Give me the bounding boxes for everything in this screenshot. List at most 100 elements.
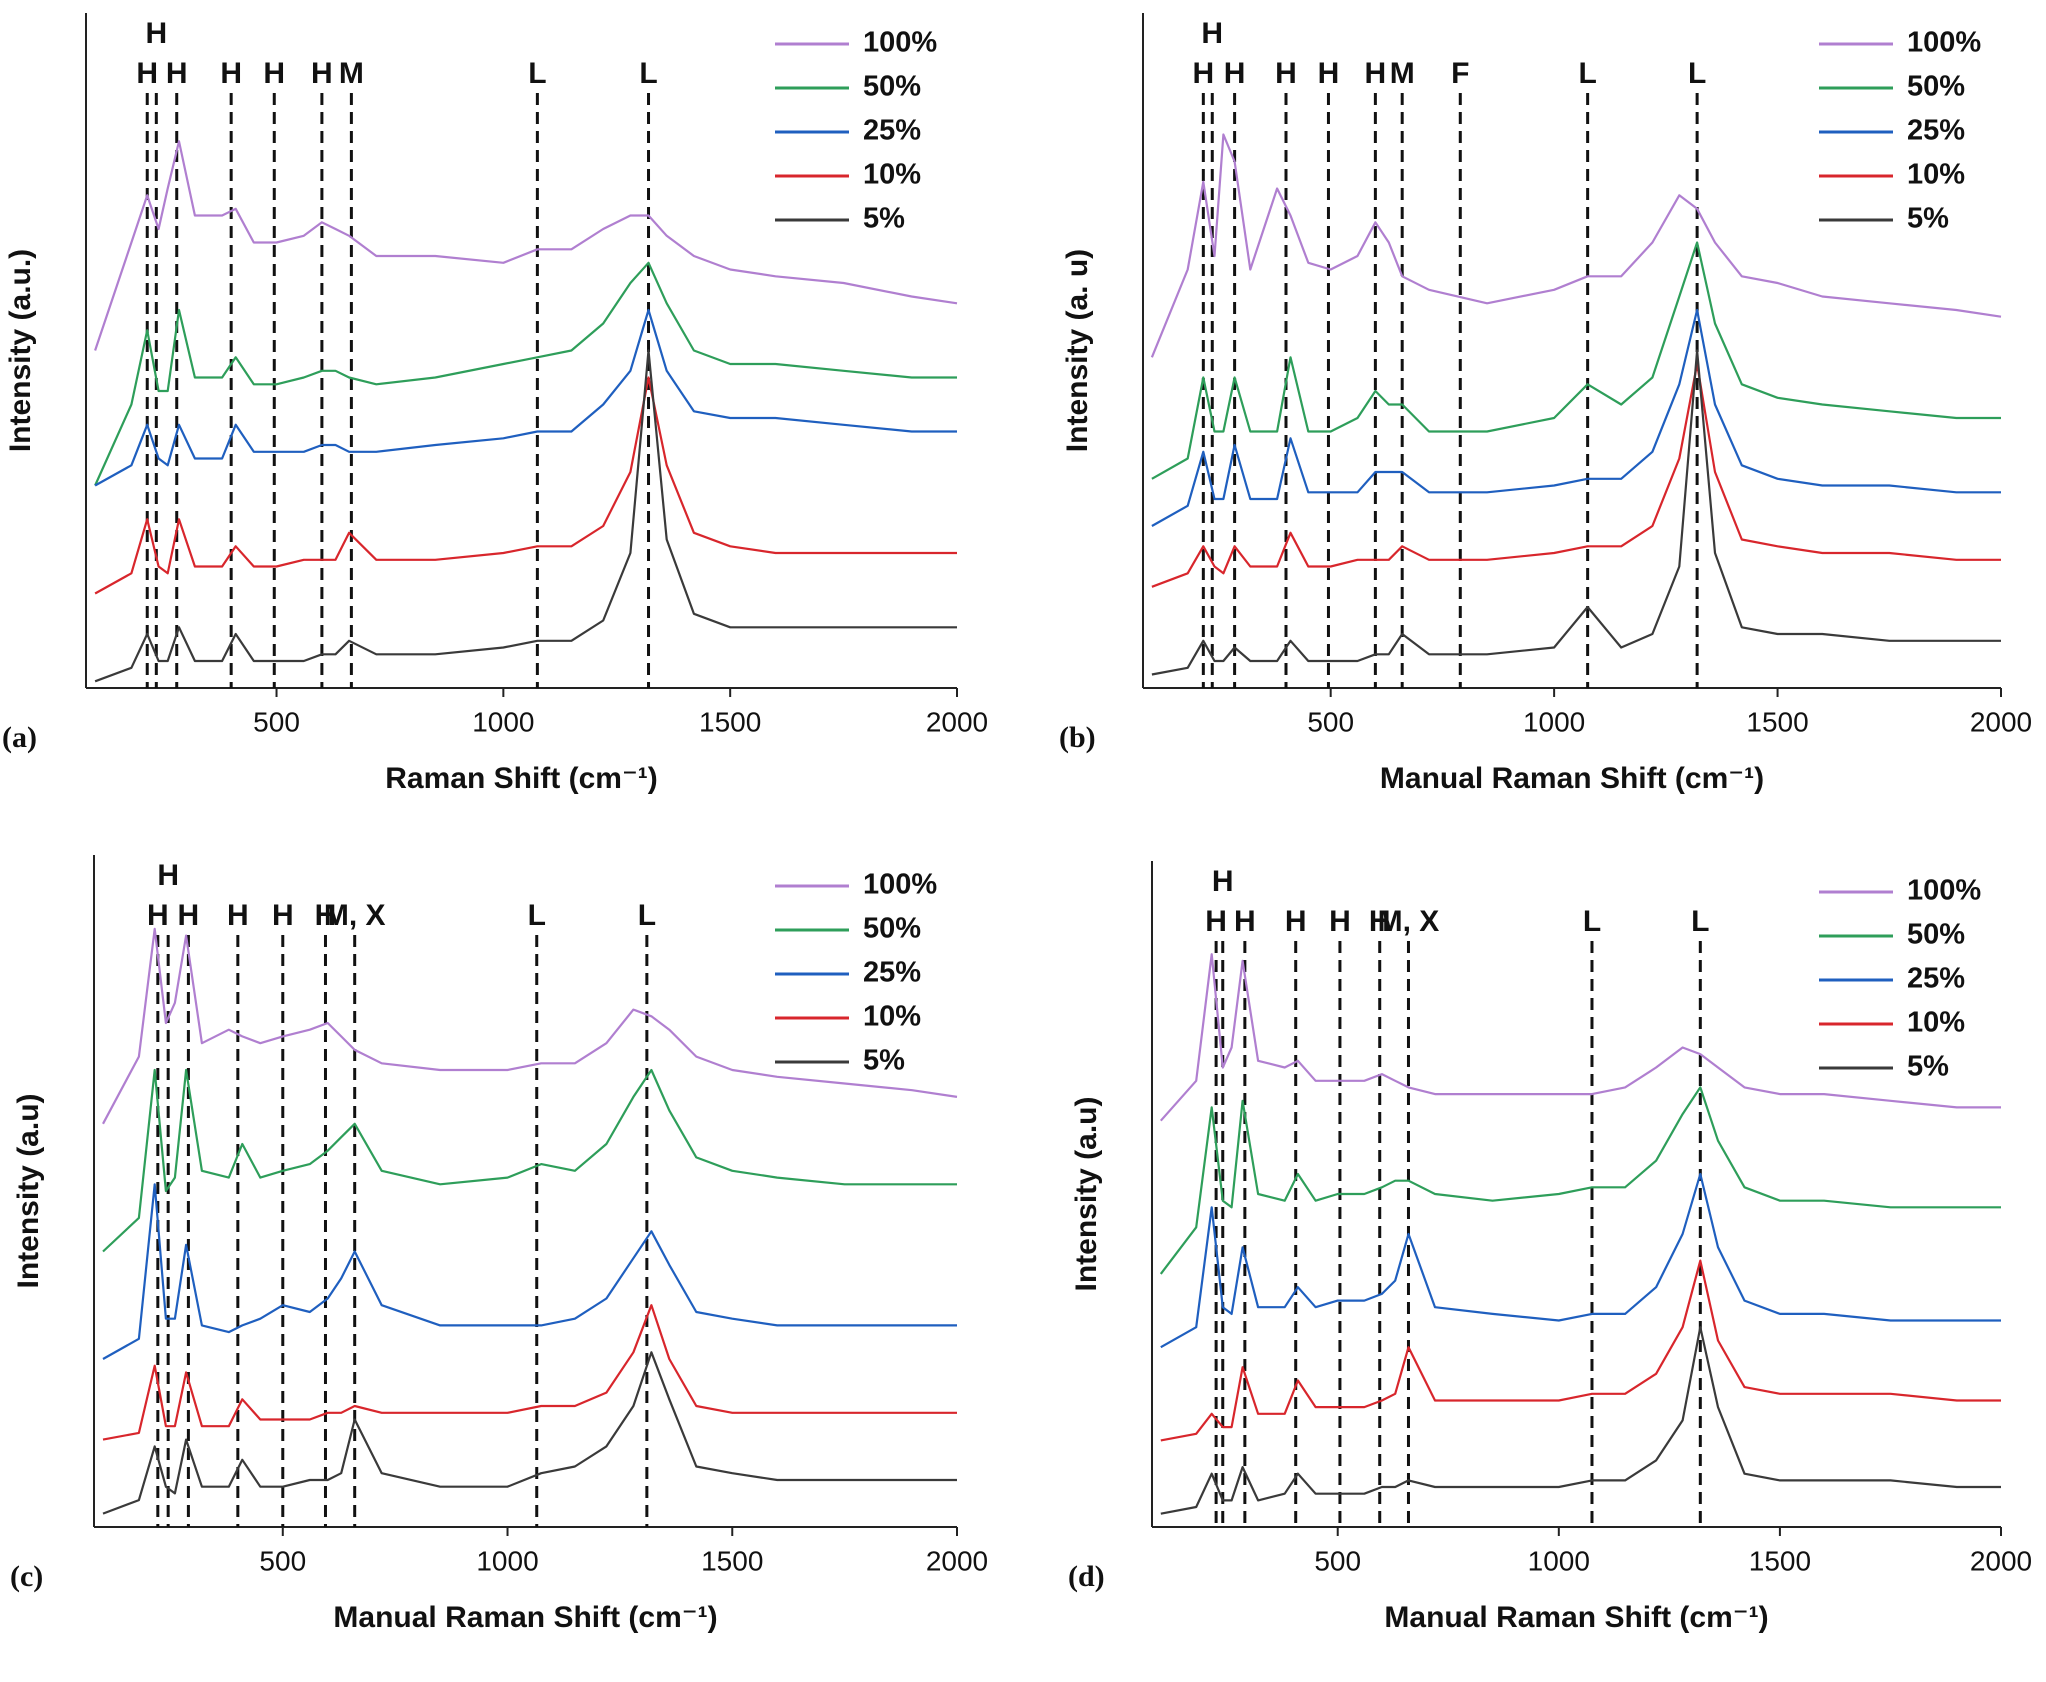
- spectrum-line: [1150, 133, 2002, 358]
- peak-marker-label: H: [263, 57, 285, 90]
- legend-label: 25%: [863, 115, 921, 147]
- x-tick-label: 500: [1307, 706, 1354, 737]
- peak-marker-label: H: [1192, 57, 1214, 90]
- spectrum-line: [1151, 349, 2001, 676]
- y-axis-title: Intensity (a.u): [12, 1093, 45, 1288]
- spectrum-line: [94, 140, 958, 351]
- legend-label: 10%: [1907, 159, 1965, 191]
- spectrum-line: [1160, 1172, 2001, 1349]
- spectrum-line: [102, 1183, 957, 1360]
- peak-marker-label: L: [528, 57, 546, 90]
- peak-marker-label: H: [1365, 57, 1387, 90]
- legend-label: 10%: [863, 159, 921, 191]
- peak-marker-label: L: [1688, 57, 1706, 90]
- x-tick-label: 500: [253, 706, 300, 737]
- legend-label: 50%: [1907, 919, 1965, 951]
- panel-label: (b): [1059, 721, 1096, 754]
- peak-marker-label: H: [1201, 17, 1223, 50]
- legend-label: 10%: [863, 1001, 921, 1033]
- y-axis-title: Intensity (a. u): [1061, 249, 1094, 452]
- peak-marker-label: H: [147, 899, 169, 932]
- spectrum-line: [1159, 953, 2001, 1122]
- legend-label: 10%: [1907, 1007, 1965, 1039]
- peak-marker-label: M: [339, 57, 364, 90]
- peak-marker-label: L: [528, 899, 546, 932]
- spectrum-line: [1151, 308, 2001, 527]
- peak-marker-label: L: [1578, 57, 1596, 90]
- x-tick-label: 1000: [1528, 1545, 1590, 1576]
- panel: 500 1000 1500 2000 Manual Raman Shift (cm⁻¹)…: [10, 855, 988, 1634]
- peak-marker-label: H: [311, 57, 333, 90]
- x-tick-label: 1500: [699, 706, 761, 737]
- x-tick-label: 1500: [1746, 706, 1808, 737]
- peak-marker-label: H: [1212, 865, 1234, 898]
- x-tick-label: 500: [259, 1545, 306, 1576]
- spectrum-line: [94, 349, 957, 683]
- peak-marker-label: L: [638, 899, 656, 932]
- legend-label: 25%: [1907, 963, 1965, 995]
- peak-marker-label: L: [639, 57, 657, 90]
- peak-marker-label: H: [1205, 905, 1227, 938]
- legend-label: 5%: [863, 203, 905, 235]
- spectrum-line: [94, 308, 957, 487]
- panel: 500 1000 1500 2000 Raman Shift (cm⁻¹) Intensi…: [2, 13, 988, 795]
- peak-marker-label: H: [315, 899, 337, 932]
- spectrum-line: [102, 1304, 957, 1441]
- legend-label: 25%: [1907, 115, 1965, 147]
- x-tick-label: 1500: [1749, 1545, 1811, 1576]
- x-tick-label: 1000: [472, 706, 534, 737]
- legend-label: 5%: [1907, 203, 1949, 235]
- panel-label: (a): [2, 721, 37, 754]
- spectrum-line: [1160, 1326, 2001, 1515]
- peak-marker-label: M, X: [1378, 905, 1440, 938]
- legend-label: 100%: [863, 869, 937, 901]
- x-tick-label: 500: [1314, 1545, 1361, 1576]
- legend-label: 50%: [863, 913, 921, 945]
- peak-marker-label: H: [157, 859, 179, 892]
- legend-label: 25%: [863, 957, 921, 989]
- legend-label: 100%: [863, 27, 937, 59]
- x-tick-label: 1000: [1523, 706, 1585, 737]
- spectrum-line: [1151, 241, 2001, 480]
- legend-label: 50%: [1907, 71, 1965, 103]
- x-tick-label: 2000: [926, 1545, 988, 1576]
- y-axis-title: Intensity (a.u.): [4, 249, 37, 452]
- peak-marker-label: H: [1329, 905, 1351, 938]
- peak-marker-label: H: [227, 899, 249, 932]
- peak-marker-label: H: [220, 57, 242, 90]
- spectrum-line: [102, 927, 958, 1125]
- peak-marker-label: M, X: [324, 899, 386, 932]
- panel-label: (c): [10, 1560, 43, 1593]
- peak-marker-label: F: [1451, 57, 1469, 90]
- panel: 500 1000 1500 2000 Manual Raman Shift (cm⁻¹)…: [1059, 13, 2032, 795]
- peak-marker-label: H: [1224, 57, 1246, 90]
- peak-marker-label: L: [1691, 905, 1709, 938]
- legend-label: 5%: [1907, 1051, 1949, 1083]
- peak-marker-label: M: [1390, 57, 1415, 90]
- panel: 500 1000 1500 2000 Manual Raman Shift (cm⁻¹)…: [1068, 861, 2032, 1634]
- spectrum-line: [94, 261, 957, 486]
- spectrum-line: [1151, 362, 2001, 588]
- x-tick-label: 1000: [476, 1545, 538, 1576]
- peak-marker-label: L: [1583, 905, 1601, 938]
- peak-marker-label: H: [178, 899, 200, 932]
- spectrum-line: [1159, 1086, 2001, 1275]
- spectrum-line: [102, 1351, 957, 1515]
- peak-marker-label: H: [166, 57, 188, 90]
- x-tick-label: 1500: [701, 1545, 763, 1576]
- x-axis-title: Manual Raman Shift (cm⁻¹): [1380, 762, 1764, 795]
- peak-marker-label: H: [1275, 57, 1297, 90]
- x-axis-title: Manual Raman Shift (cm⁻¹): [1384, 1601, 1768, 1634]
- y-axis-title: Intensity (a.u): [1070, 1096, 1103, 1291]
- spectrum-line: [1160, 1259, 2001, 1442]
- legend-label: 100%: [1907, 875, 1981, 907]
- peak-marker-label: H: [1318, 57, 1340, 90]
- panel-label: (d): [1068, 1560, 1105, 1593]
- peak-marker-label: H: [1234, 905, 1256, 938]
- legend-label: 50%: [863, 71, 921, 103]
- peak-marker-label: H: [136, 57, 158, 90]
- x-axis-title: Raman Shift (cm⁻¹): [385, 762, 658, 795]
- x-tick-label: 2000: [926, 706, 988, 737]
- x-tick-label: 2000: [1970, 1545, 2032, 1576]
